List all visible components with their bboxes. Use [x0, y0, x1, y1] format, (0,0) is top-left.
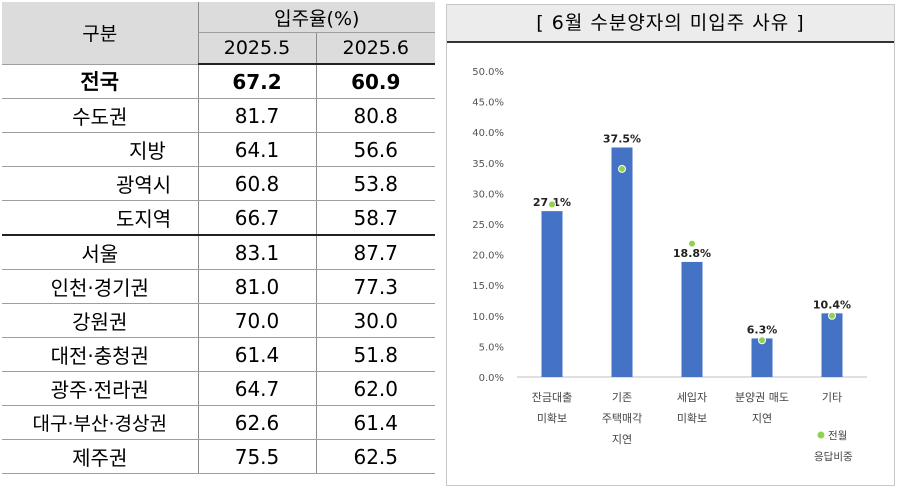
table-row: 제주권 75.5 62.5 — [2, 439, 436, 474]
bar — [821, 313, 843, 377]
row-label: 제주권 — [2, 439, 198, 474]
y-tick-label: 30.0% — [472, 189, 504, 200]
y-tick-label: 20.0% — [472, 251, 504, 262]
y-tick-label: 40.0% — [472, 128, 504, 139]
y-tick-label: 35.0% — [472, 159, 504, 170]
x-category-label: 미확보 — [677, 412, 707, 425]
x-category-label: 지연 — [752, 412, 772, 425]
x-category-label: 세입자 — [677, 391, 707, 404]
chart-panel: [ 6월 수분양자의 미입주 사유 ] 0.0% 5.0% 10.0% 15.0% 20… — [446, 4, 895, 486]
x-category-label: 미확보 — [537, 412, 567, 425]
bar — [681, 261, 703, 377]
legend-marker — [817, 431, 825, 439]
table-row: 지방 64.1 56.6 — [2, 132, 436, 167]
row-value-june: 77.3 — [316, 269, 436, 304]
x-category-label: 기존 — [612, 391, 632, 404]
row-value-june: 80.8 — [316, 98, 436, 133]
row-value-june: 30.0 — [316, 303, 436, 338]
row-value-june: 53.8 — [316, 166, 436, 201]
bar — [751, 338, 773, 377]
previous-month-marker — [828, 311, 836, 320]
row-label: 서울 — [2, 235, 198, 270]
bar-data-label: 6.3% — [747, 323, 778, 336]
row-value-may: 81.7 — [197, 98, 317, 133]
previous-month-marker — [618, 164, 626, 173]
x-category-label: 분양권 매도 — [735, 391, 789, 404]
bar-data-label: 10.4% — [813, 298, 851, 311]
y-tick-label: 5.0% — [479, 342, 504, 353]
row-value-may: 75.5 — [197, 439, 317, 474]
table-row: 수도권 81.7 80.8 — [2, 98, 436, 133]
table-row: 서울 83.1 87.7 — [2, 235, 436, 270]
row-value-may: 62.6 — [197, 405, 317, 440]
bar-data-label: 18.8% — [673, 247, 711, 260]
header-2025-5: 2025.5 — [197, 32, 317, 65]
row-label: 인천·경기권 — [2, 269, 198, 304]
row-value-may: 61.4 — [197, 337, 317, 372]
row-value-may: 64.7 — [197, 371, 317, 406]
row-value-may: 66.7 — [197, 200, 317, 236]
bar-data-label: 37.5% — [603, 133, 641, 146]
occupancy-rate-table: 구분 입주율(%) 2025.5 2025.6 전국 67.2 60.9 수도권… — [2, 2, 436, 474]
y-tick-label: 10.0% — [472, 312, 504, 323]
header-2025-6: 2025.6 — [316, 32, 436, 65]
row-label: 수도권 — [2, 98, 198, 133]
y-tick-label: 15.0% — [472, 281, 504, 292]
row-value-june: 62.5 — [316, 439, 436, 474]
table-row: 도지역 66.7 58.7 — [2, 200, 436, 236]
y-tick-label: 0.0% — [479, 373, 504, 384]
table-row: 강원권 70.0 30.0 — [2, 303, 436, 338]
table-row: 광역시 60.8 53.8 — [2, 166, 436, 201]
row-value-may: 60.8 — [197, 166, 317, 201]
table-row: 광주·전라권 64.7 62.0 — [2, 371, 436, 406]
previous-month-marker — [548, 200, 556, 209]
row-value-june: 56.6 — [316, 132, 436, 167]
previous-month-marker — [758, 336, 766, 345]
bar — [541, 211, 563, 377]
x-category-label: 기타 — [822, 391, 842, 404]
bar — [611, 147, 633, 377]
row-value-may: 64.1 — [197, 132, 317, 167]
row-value-may: 70.0 — [197, 303, 317, 338]
row-value-may: 83.1 — [197, 235, 317, 270]
row-value-june: 87.7 — [316, 235, 436, 270]
row-label: 광역시 — [2, 166, 198, 201]
row-value-june: 60.9 — [316, 64, 436, 99]
row-value-may: 67.2 — [197, 64, 317, 99]
row-value-may: 81.0 — [197, 269, 317, 304]
y-tick-label: 25.0% — [472, 220, 504, 231]
row-label: 전국 — [2, 64, 198, 99]
row-value-june: 58.7 — [316, 200, 436, 236]
row-label: 광주·전라권 — [2, 371, 198, 406]
row-label: 대구·부산·경상권 — [2, 405, 198, 440]
row-label: 강원권 — [2, 303, 198, 338]
header-category: 구분 — [2, 2, 199, 65]
y-tick-label: 45.0% — [472, 98, 504, 109]
chart-title: [ 6월 수분양자의 미입주 사유 ] — [447, 5, 894, 43]
table-row: 전국 67.2 60.9 — [2, 64, 436, 99]
bar-chart: 0.0% 5.0% 10.0% 15.0% 20.0% 25.0% 30.0% 35.0% 40… — [472, 67, 867, 463]
occupancy-rate-table-panel: 구분 입주율(%) 2025.5 2025.6 전국 67.2 60.9 수도권… — [2, 2, 436, 488]
row-label: 지방 — [2, 132, 198, 167]
legend-label: 응답비중 — [814, 451, 853, 463]
legend-label: 전월 — [828, 430, 847, 442]
row-value-june: 62.0 — [316, 371, 436, 406]
previous-month-marker — [688, 239, 696, 248]
row-value-june: 51.8 — [316, 337, 436, 372]
table-row: 인천·경기권 81.0 77.3 — [2, 269, 436, 304]
table-row: 대구·부산·경상권 62.6 61.4 — [2, 405, 436, 440]
table-row: 대전·충청권 61.4 51.8 — [2, 337, 436, 372]
row-label: 도지역 — [2, 200, 198, 236]
x-category-label: 잔금대출 — [532, 391, 572, 404]
x-category-label: 주택매각 — [602, 412, 642, 425]
row-value-june: 61.4 — [316, 405, 436, 440]
y-tick-label: 50.0% — [472, 67, 504, 78]
row-label: 대전·충청권 — [2, 337, 198, 372]
x-category-label: 지연 — [612, 433, 632, 446]
header-occupancy-rate: 입주율(%) — [198, 2, 436, 33]
